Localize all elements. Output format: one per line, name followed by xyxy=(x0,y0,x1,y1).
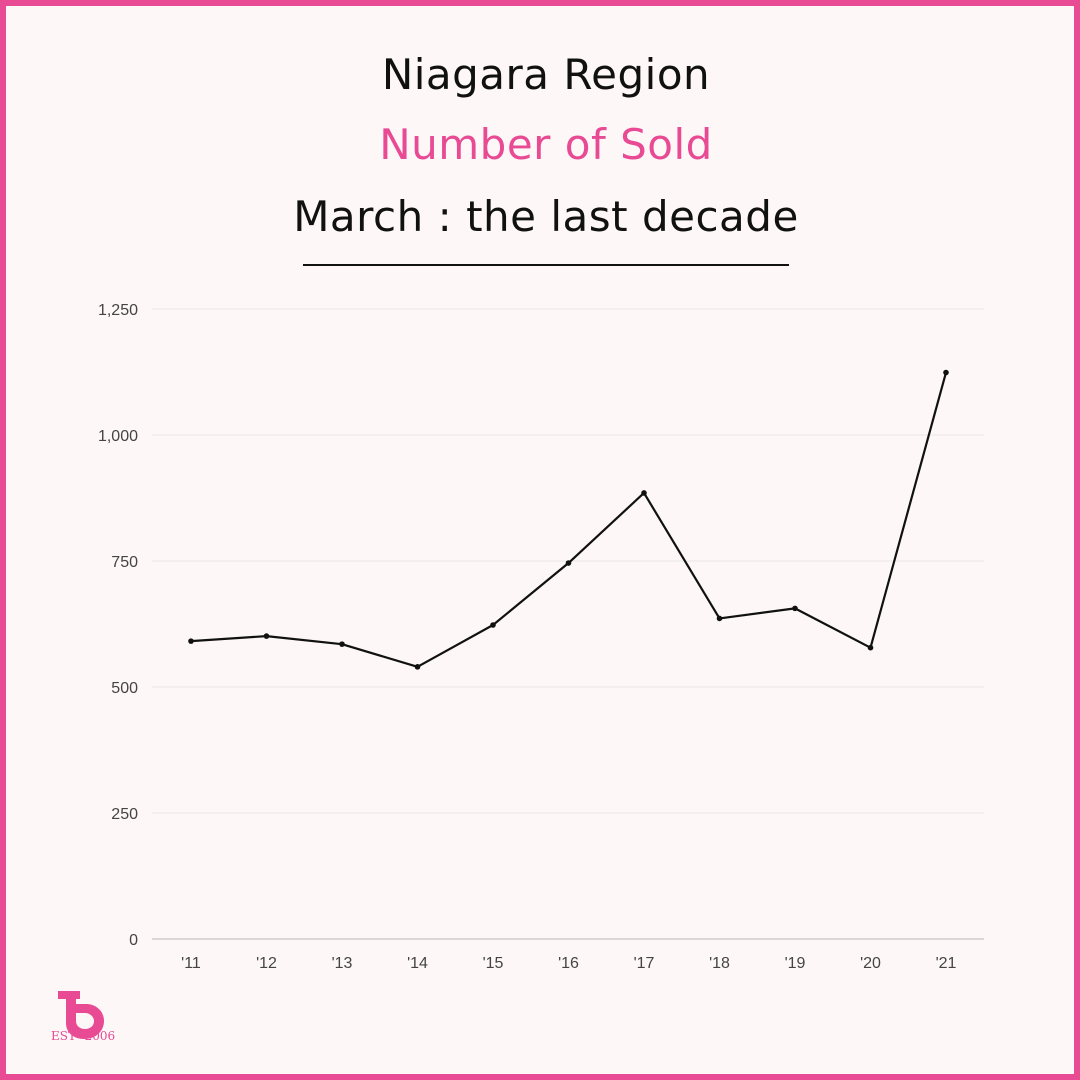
series-line xyxy=(190,372,948,668)
data-point xyxy=(792,605,798,612)
y-tick-label: 0 xyxy=(129,932,138,949)
data-point xyxy=(565,560,572,566)
x-tick-label: '15 xyxy=(483,955,504,972)
y-tick-label: 500 xyxy=(111,680,138,697)
period-title: March : the last decade xyxy=(293,192,799,241)
y-tick-label: 250 xyxy=(111,806,138,823)
data-point xyxy=(490,622,496,628)
x-tick-label: '16 xyxy=(558,955,579,972)
x-tick-label: '14 xyxy=(407,955,428,972)
data-point xyxy=(867,644,874,651)
data-point xyxy=(263,633,270,639)
x-tick-label: '11 xyxy=(181,955,201,972)
metric-title: Number of Sold xyxy=(379,120,713,169)
b-letter-logo-icon xyxy=(58,991,104,1039)
x-tick-label: '13 xyxy=(332,955,353,972)
data-point xyxy=(716,615,723,622)
x-tick-label: '12 xyxy=(256,955,277,972)
title-underline xyxy=(303,264,789,266)
data-point xyxy=(188,638,194,644)
logo-established-text: ESTᵈ 2006 xyxy=(51,1029,116,1043)
y-tick-label: 1,000 xyxy=(98,428,138,445)
data-point xyxy=(339,641,345,647)
data-point xyxy=(414,664,421,670)
x-tick-label: '21 xyxy=(936,955,957,972)
data-point xyxy=(641,490,647,496)
x-tick-label: '20 xyxy=(860,955,881,972)
x-tick-label: '17 xyxy=(634,955,655,972)
region-title: Niagara Region xyxy=(381,50,711,99)
x-tick-label: '18 xyxy=(709,955,730,972)
data-point xyxy=(943,369,949,376)
y-tick-label: 1,250 xyxy=(98,302,138,319)
y-tick-label: 750 xyxy=(111,554,138,571)
x-tick-label: '19 xyxy=(785,955,806,972)
